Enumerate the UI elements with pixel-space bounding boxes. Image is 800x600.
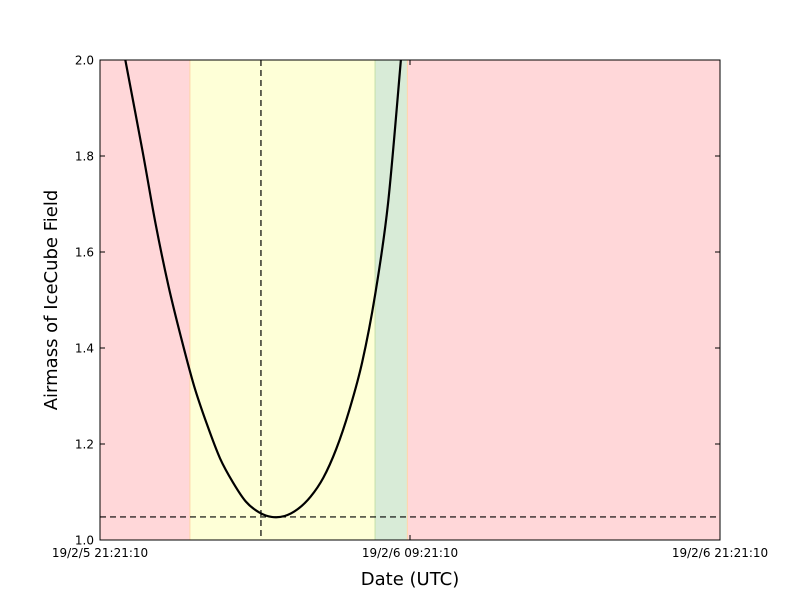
x-axis-label: Date (UTC) xyxy=(361,569,459,590)
y-axis-label: Airmass of IceCube Field xyxy=(41,190,62,411)
x-tick-label: 19/2/5 21:21:10 xyxy=(52,546,148,560)
shaded-regions xyxy=(100,60,720,540)
y-tick-label: 1.0 xyxy=(75,534,94,548)
reference-lines xyxy=(100,60,720,540)
airmass-series-line xyxy=(124,60,402,519)
series-layer xyxy=(124,60,402,519)
shaded-region-1 xyxy=(100,60,190,540)
shaded-region-2 xyxy=(189,60,376,540)
x-tick-label: 19/2/6 21:21:10 xyxy=(672,546,768,560)
shaded-region-4 xyxy=(407,60,720,540)
y-tick-label: 1.4 xyxy=(75,342,94,356)
shaded-region-3 xyxy=(375,60,408,540)
y-tick-label: 1.2 xyxy=(75,438,94,452)
y-tick-label: 1.6 xyxy=(75,246,94,260)
x-tick-label: 19/2/6 09:21:10 xyxy=(362,546,458,560)
y-tick-label: 2.0 xyxy=(75,54,94,68)
ticks-layer: 1.0 1.2 1.4 1.6 1.8 2.0 19/2/5 21:21:10 19/2/6 … xyxy=(52,54,768,561)
y-tick-label: 1.8 xyxy=(75,150,94,164)
